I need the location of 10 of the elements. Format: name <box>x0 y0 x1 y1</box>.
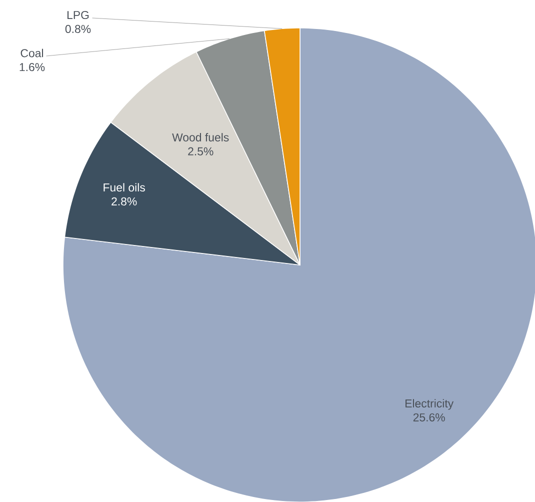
slice-label: Coal <box>20 48 44 58</box>
data-label: 1.6% <box>20 63 45 72</box>
slice-label: Wood fuels <box>172 133 229 142</box>
slice-label: LPG <box>67 10 89 20</box>
slice-label: Fuel oils <box>104 183 145 192</box>
data-label: 0.8% <box>65 24 91 34</box>
data-label: 2.5% <box>188 147 214 156</box>
data-label: 2.8% <box>112 197 137 206</box>
data-label: 25.6% <box>413 413 445 422</box>
slice-label: Electricity <box>406 399 454 410</box>
